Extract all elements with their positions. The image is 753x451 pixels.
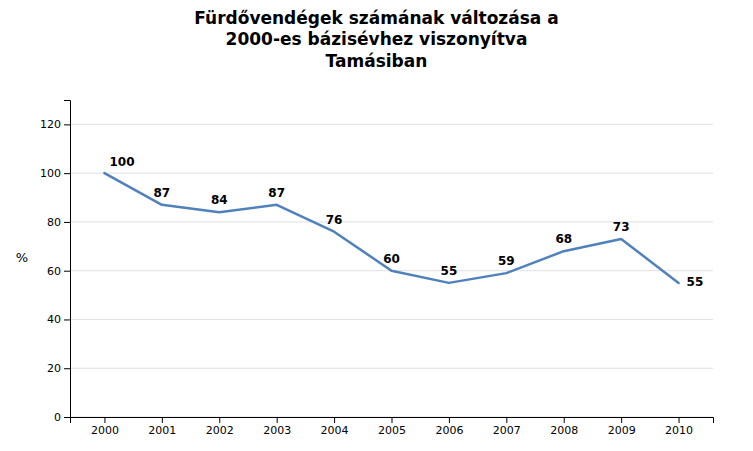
tick: 2003 bbox=[263, 417, 291, 437]
tick-label: 2004 bbox=[321, 424, 349, 437]
tick-label: 2010 bbox=[665, 424, 693, 437]
data-labels: 100 87 84 87 76 60 55 59 68 73 55 bbox=[109, 155, 703, 289]
tick-label: 2009 bbox=[608, 424, 636, 437]
tick-mark bbox=[621, 417, 622, 423]
y-label: % bbox=[16, 250, 28, 265]
tick: 2006 bbox=[435, 417, 463, 437]
tick-label: 100 bbox=[40, 167, 61, 180]
grid-line bbox=[70, 173, 713, 174]
tick: 2009 bbox=[608, 417, 636, 437]
chart: Fürdővendégek számának változása a2000-e… bbox=[0, 0, 753, 451]
tick-label: 120 bbox=[40, 118, 61, 131]
data-label: 87 bbox=[268, 186, 285, 200]
grid bbox=[70, 124, 713, 417]
tick: 20 bbox=[47, 362, 70, 375]
tick: 2007 bbox=[493, 417, 521, 437]
data-label: 55 bbox=[687, 275, 704, 289]
tick-mark bbox=[64, 319, 70, 320]
tick-label: 0 bbox=[54, 411, 61, 424]
title-line: Fürdővendégek számának változása a bbox=[194, 8, 558, 28]
x-axis: 2000 2001 2002 2003 2004 2005 2006 2007 2008 2009… bbox=[71, 417, 714, 437]
line bbox=[104, 173, 678, 283]
tick-mark bbox=[506, 417, 507, 423]
data-label: 55 bbox=[441, 264, 458, 278]
data-label: 84 bbox=[211, 193, 228, 207]
data-label: 60 bbox=[383, 252, 400, 266]
grid-line bbox=[70, 319, 713, 320]
data-label: 87 bbox=[154, 186, 171, 200]
tick: 2010 bbox=[665, 417, 693, 437]
tick: 60 bbox=[47, 265, 70, 278]
tick: 2001 bbox=[148, 417, 176, 437]
data-label: 68 bbox=[555, 232, 572, 246]
tick-label: 80 bbox=[47, 216, 61, 229]
tick-label: 2007 bbox=[493, 424, 521, 437]
tick-label: 2006 bbox=[435, 424, 463, 437]
tick-label: 2000 bbox=[91, 424, 119, 437]
tick-mark bbox=[64, 271, 70, 272]
tick-label: 2003 bbox=[263, 424, 291, 437]
tick-mark bbox=[219, 417, 220, 423]
tick-mark bbox=[277, 417, 278, 423]
tick-label: 2002 bbox=[206, 424, 234, 437]
tick-mark bbox=[449, 417, 450, 423]
tick: 0 bbox=[54, 411, 70, 424]
tick: 2004 bbox=[321, 417, 349, 437]
tick-label: 20 bbox=[47, 362, 61, 375]
axis-line bbox=[64, 101, 71, 418]
plot: 2000 2001 2002 2003 2004 2005 2006 2007 2008 2009… bbox=[16, 101, 714, 437]
tick-mark bbox=[334, 417, 335, 423]
grid-line bbox=[70, 124, 713, 125]
tick: 120 bbox=[40, 118, 70, 131]
data-label: 73 bbox=[613, 220, 630, 234]
y-axis: 0 20 40 60 80 100 120 bbox=[40, 101, 71, 425]
tick: 80 bbox=[47, 216, 70, 229]
tick-mark bbox=[564, 417, 565, 423]
tick-label: 2005 bbox=[378, 424, 406, 437]
tick-mark bbox=[64, 368, 70, 369]
tick-mark bbox=[392, 417, 393, 423]
tick-mark bbox=[679, 417, 680, 423]
title: Fürdővendégek számának változása a2000-e… bbox=[194, 8, 558, 71]
title-line: 2000-es bázisévhez viszonyítva bbox=[226, 29, 528, 49]
data-label: 76 bbox=[326, 213, 343, 227]
axis-line bbox=[71, 418, 714, 424]
tick-label: 2008 bbox=[550, 424, 578, 437]
tick-mark bbox=[64, 124, 70, 125]
tick-mark bbox=[64, 417, 70, 418]
tick-label: 40 bbox=[47, 313, 61, 326]
grid-line bbox=[70, 368, 713, 369]
tick: 40 bbox=[47, 313, 70, 326]
tick-mark bbox=[64, 222, 70, 223]
tick: 2005 bbox=[378, 417, 406, 437]
tick: 2002 bbox=[206, 417, 234, 437]
tick-mark bbox=[104, 417, 105, 423]
tick-label: 60 bbox=[47, 265, 61, 278]
tick-mark bbox=[162, 417, 163, 423]
tick: 2008 bbox=[550, 417, 578, 437]
title-line: Tamásiban bbox=[326, 51, 428, 71]
marks bbox=[104, 173, 678, 283]
data-label: 100 bbox=[109, 155, 134, 169]
tick-mark bbox=[64, 173, 70, 174]
tick-label: 2001 bbox=[148, 424, 176, 437]
data-label: 59 bbox=[498, 254, 515, 268]
tick: 100 bbox=[40, 167, 70, 180]
tick: 2000 bbox=[91, 417, 119, 437]
